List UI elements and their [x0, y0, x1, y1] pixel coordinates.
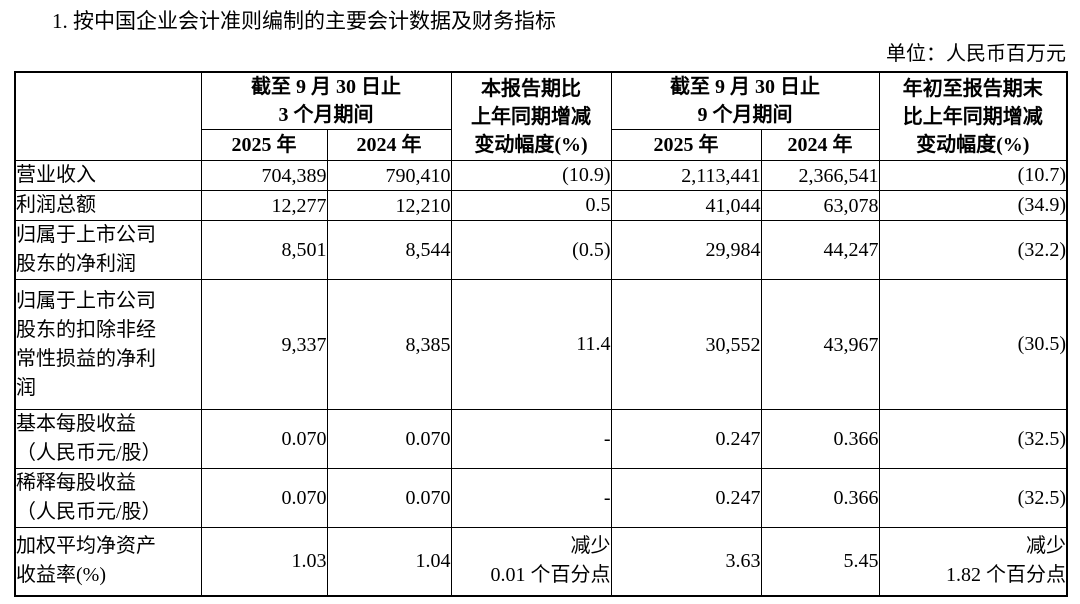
header-empty-corner	[14, 71, 202, 161]
change-ytd: (34.9)	[878, 190, 1068, 221]
value-3m-2024: 12,210	[326, 190, 452, 221]
change-qoq: (0.5)	[450, 220, 612, 280]
change-qoq: 0.5	[450, 190, 612, 221]
row-label: 归属于上市公司 股东的扣除非经 常性损益的净利 润	[14, 279, 202, 410]
header-row-years: 2025 年 2024 年 2025 年 2024 年	[15, 129, 1067, 161]
row-label: 营业收入	[14, 160, 202, 191]
value-9m-2025: 3.63	[610, 527, 762, 596]
value-3m-2024: 0.070	[326, 468, 452, 528]
section-title: 1. 按中国企业会计准则编制的主要会计数据及财务指标	[52, 9, 556, 33]
change-ytd: (30.5)	[878, 279, 1068, 410]
value-9m-2024: 2,366,541	[760, 160, 880, 191]
value-3m-2025: 0.070	[200, 409, 328, 469]
table-row-diluted-eps: 稀释每股收益 （人民币元/股） 0.070 0.070 - 0.247 0.36…	[14, 468, 1068, 528]
value-9m-2024: 44,247	[760, 220, 880, 280]
value-3m-2024: 1.04	[326, 527, 452, 596]
header-9m-2024: 2024 年	[760, 129, 880, 161]
value-9m-2025: 0.247	[610, 468, 762, 528]
header-qoq-change: 本报告期比 上年同期增减 变动幅度(%)	[450, 71, 612, 161]
row-label: 基本每股收益 （人民币元/股）	[14, 409, 202, 469]
value-3m-2025: 1.03	[200, 527, 328, 596]
header-9m-2025: 2025 年	[610, 129, 762, 161]
financial-indicators-table: 截至 9 月 30 日止 3 个月期间 本报告期比 上年同期增减 变动幅度(%)…	[14, 71, 1068, 597]
change-qoq: 减少 0.01 个百分点	[450, 527, 612, 596]
header-row-groups: 截至 9 月 30 日止 3 个月期间 本报告期比 上年同期增减 变动幅度(%)…	[14, 71, 1068, 161]
value-3m-2024: 8,544	[326, 220, 452, 280]
row-label: 利润总额	[14, 190, 202, 221]
change-ytd: (32.2)	[878, 220, 1068, 280]
value-9m-2024: 0.366	[760, 409, 880, 469]
value-9m-2024: 43,967	[760, 279, 880, 410]
change-qoq: 11.4	[450, 279, 612, 410]
change-ytd: (10.7)	[878, 160, 1068, 191]
header-3m-2025: 2025 年	[200, 129, 328, 161]
header-ytd-change: 年初至报告期末 比上年同期增减 变动幅度(%)	[878, 71, 1068, 161]
value-3m-2024: 790,410	[326, 160, 452, 191]
table-row-operating-revenue: 营业收入 704,389 790,410 (10.9) 2,113,441 2,…	[14, 160, 1068, 191]
value-9m-2025: 0.247	[610, 409, 762, 469]
row-label: 归属于上市公司 股东的净利润	[14, 220, 202, 280]
value-3m-2024: 8,385	[326, 279, 452, 410]
header-3m-2024: 2024 年	[326, 129, 452, 161]
table-row-net-profit-excl-nonrecurring: 归属于上市公司 股东的扣除非经 常性损益的净利 润 9,337 8,385 11…	[14, 279, 1068, 410]
value-9m-2025: 30,552	[610, 279, 762, 410]
change-qoq: -	[450, 409, 612, 469]
change-ytd: 减少 1.82 个百分点	[878, 527, 1068, 596]
value-9m-2024: 0.366	[760, 468, 880, 528]
value-9m-2025: 41,044	[610, 190, 762, 221]
value-3m-2025: 704,389	[200, 160, 328, 191]
change-qoq: -	[450, 468, 612, 528]
table-row-net-profit-attributable: 归属于上市公司 股东的净利润 8,501 8,544 (0.5) 29,984 …	[14, 220, 1068, 280]
value-9m-2024: 5.45	[760, 527, 880, 596]
row-label: 加权平均净资产 收益率(%)	[14, 527, 202, 596]
table-row-weighted-avg-roe: 加权平均净资产 收益率(%) 1.03 1.04 减少 0.01 个百分点 3.…	[14, 527, 1068, 596]
value-3m-2025: 0.070	[200, 468, 328, 528]
value-3m-2025: 12,277	[200, 190, 328, 221]
table-row-total-profit: 利润总额 12,277 12,210 0.5 41,044 63,078 (34…	[14, 190, 1068, 221]
table-row-basic-eps: 基本每股收益 （人民币元/股） 0.070 0.070 - 0.247 0.36…	[14, 409, 1068, 469]
header-3m-period: 截至 9 月 30 日止 3 个月期间	[200, 71, 452, 130]
unit-note: 单位：人民币百万元	[886, 43, 1066, 65]
change-qoq: (10.9)	[450, 160, 612, 191]
change-ytd: (32.5)	[878, 468, 1068, 528]
value-9m-2024: 63,078	[760, 190, 880, 221]
value-9m-2025: 29,984	[610, 220, 762, 280]
change-ytd: (32.5)	[878, 409, 1068, 469]
value-9m-2025: 2,113,441	[610, 160, 762, 191]
row-label: 稀释每股收益 （人民币元/股）	[14, 468, 202, 528]
value-3m-2024: 0.070	[326, 409, 452, 469]
value-3m-2025: 9,337	[200, 279, 328, 410]
value-3m-2025: 8,501	[200, 220, 328, 280]
header-9m-period: 截至 9 月 30 日止 9 个月期间	[610, 71, 880, 130]
